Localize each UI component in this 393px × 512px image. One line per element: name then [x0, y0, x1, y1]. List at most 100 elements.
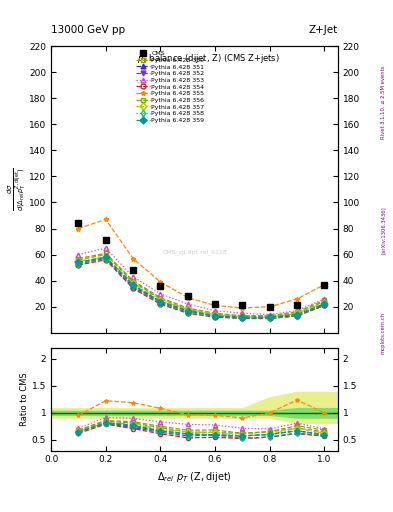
Pythia 6.428 355	[103, 217, 108, 223]
Pythia 6.428 350	[185, 305, 190, 311]
Pythia 6.428 359	[213, 313, 217, 319]
Pythia 6.428 350	[103, 250, 108, 257]
Line: Pythia 6.428 359: Pythia 6.428 359	[76, 255, 327, 319]
Line: Pythia 6.428 358: Pythia 6.428 358	[76, 256, 327, 321]
Pythia 6.428 352	[322, 303, 327, 309]
Pythia 6.428 352	[267, 315, 272, 322]
Pythia 6.428 359	[295, 311, 299, 317]
Pythia 6.428 356	[185, 306, 190, 312]
Y-axis label: Ratio to CMS: Ratio to CMS	[20, 373, 29, 426]
Pythia 6.428 351	[131, 283, 136, 289]
Pythia 6.428 352	[240, 315, 245, 322]
Pythia 6.428 352	[185, 309, 190, 315]
Pythia 6.428 350	[76, 255, 81, 262]
Pythia 6.428 350	[158, 294, 163, 301]
Pythia 6.428 350	[240, 313, 245, 319]
Pythia 6.428 357	[267, 314, 272, 320]
Pythia 6.428 358	[103, 255, 108, 262]
Line: Pythia 6.428 350: Pythia 6.428 350	[76, 251, 327, 318]
Pythia 6.428 354	[131, 285, 136, 291]
Pythia 6.428 356	[267, 313, 272, 319]
Text: Rivet 3.1.10, ≥ 2.5M events: Rivet 3.1.10, ≥ 2.5M events	[381, 66, 386, 139]
Pythia 6.428 353	[322, 296, 327, 302]
Pythia 6.428 351	[76, 260, 81, 266]
CMS	[185, 293, 190, 300]
Pythia 6.428 358	[76, 261, 81, 267]
Pythia 6.428 354	[295, 313, 299, 319]
Pythia 6.428 359	[240, 314, 245, 320]
Text: Z+Jet: Z+Jet	[309, 25, 338, 35]
Pythia 6.428 359	[131, 282, 136, 288]
Pythia 6.428 350	[295, 309, 299, 315]
X-axis label: $\Delta_{rel}\ p_T\ \mathrm{(Z,dijet)}$: $\Delta_{rel}\ p_T\ \mathrm{(Z,dijet)}$	[157, 470, 232, 484]
Pythia 6.428 358	[295, 313, 299, 319]
Pythia 6.428 358	[240, 315, 245, 322]
Pythia 6.428 355	[76, 225, 81, 231]
Pythia 6.428 352	[158, 300, 163, 306]
Pythia 6.428 351	[103, 254, 108, 260]
Pythia 6.428 354	[103, 257, 108, 263]
Pythia 6.428 354	[158, 301, 163, 307]
Pythia 6.428 353	[103, 245, 108, 251]
Pythia 6.428 352	[131, 284, 136, 290]
Pythia 6.428 354	[240, 315, 245, 322]
Pythia 6.428 357	[185, 306, 190, 312]
Pythia 6.428 355	[240, 305, 245, 311]
Pythia 6.428 358	[322, 301, 327, 307]
Pythia 6.428 359	[267, 314, 272, 320]
Pythia 6.428 357	[295, 310, 299, 316]
Pythia 6.428 355	[131, 255, 136, 262]
CMS	[158, 283, 163, 289]
CMS	[213, 301, 217, 307]
CMS	[103, 237, 108, 243]
Pythia 6.428 356	[158, 296, 163, 302]
Pythia 6.428 355	[158, 279, 163, 285]
CMS	[295, 303, 299, 309]
Pythia 6.428 357	[240, 314, 245, 320]
Pythia 6.428 353	[158, 291, 163, 297]
Pythia 6.428 352	[213, 313, 217, 319]
Pythia 6.428 359	[158, 298, 163, 305]
Pythia 6.428 355	[295, 296, 299, 302]
Pythia 6.428 356	[322, 298, 327, 305]
Pythia 6.428 351	[322, 301, 327, 307]
CMS	[76, 220, 81, 226]
Pythia 6.428 353	[267, 311, 272, 317]
Pythia 6.428 350	[131, 278, 136, 284]
Pythia 6.428 355	[322, 282, 327, 288]
Line: Pythia 6.428 357: Pythia 6.428 357	[76, 255, 327, 319]
Pythia 6.428 356	[295, 310, 299, 316]
Pythia 6.428 354	[76, 262, 81, 268]
Pythia 6.428 356	[103, 251, 108, 258]
Pythia 6.428 350	[213, 310, 217, 316]
Pythia 6.428 357	[76, 258, 81, 264]
Pythia 6.428 354	[267, 315, 272, 322]
Pythia 6.428 352	[103, 255, 108, 262]
Pythia 6.428 350	[267, 313, 272, 319]
Pythia 6.428 351	[213, 313, 217, 319]
Pythia 6.428 357	[322, 300, 327, 306]
Pythia 6.428 355	[213, 303, 217, 309]
Pythia 6.428 353	[295, 308, 299, 314]
Pythia 6.428 351	[158, 298, 163, 305]
Pythia 6.428 353	[213, 308, 217, 314]
Pythia 6.428 358	[158, 300, 163, 306]
Pythia 6.428 353	[131, 274, 136, 280]
Pythia 6.428 357	[103, 254, 108, 260]
Pythia 6.428 351	[267, 314, 272, 320]
Pythia 6.428 354	[322, 303, 327, 309]
Line: Pythia 6.428 353: Pythia 6.428 353	[76, 246, 327, 317]
Line: CMS: CMS	[75, 220, 328, 310]
Y-axis label: $\frac{d\sigma}{d(\Delta_{rel}p_T^{Z,\mathrm{dijet}})}$: $\frac{d\sigma}{d(\Delta_{rel}p_T^{Z,\ma…	[5, 167, 28, 211]
Line: Pythia 6.428 351: Pythia 6.428 351	[76, 255, 327, 319]
Pythia 6.428 353	[185, 301, 190, 307]
Pythia 6.428 359	[322, 301, 327, 307]
Text: [arXiv:1306.3436]: [arXiv:1306.3436]	[381, 206, 386, 254]
Text: $p_T$ balance (dijet, Z) (CMS Z+jets): $p_T$ balance (dijet, Z) (CMS Z+jets)	[138, 52, 280, 65]
Pythia 6.428 352	[76, 261, 81, 267]
Pythia 6.428 359	[76, 260, 81, 266]
Line: Pythia 6.428 355: Pythia 6.428 355	[76, 217, 327, 310]
Text: CMS_zjj.dpt.rel_6118: CMS_zjj.dpt.rel_6118	[162, 250, 227, 255]
Legend: CMS, Pythia 6.428 350, Pythia 6.428 351, Pythia 6.428 352, Pythia 6.428 353, Pyt: CMS, Pythia 6.428 350, Pythia 6.428 351,…	[134, 49, 206, 124]
CMS	[131, 267, 136, 273]
